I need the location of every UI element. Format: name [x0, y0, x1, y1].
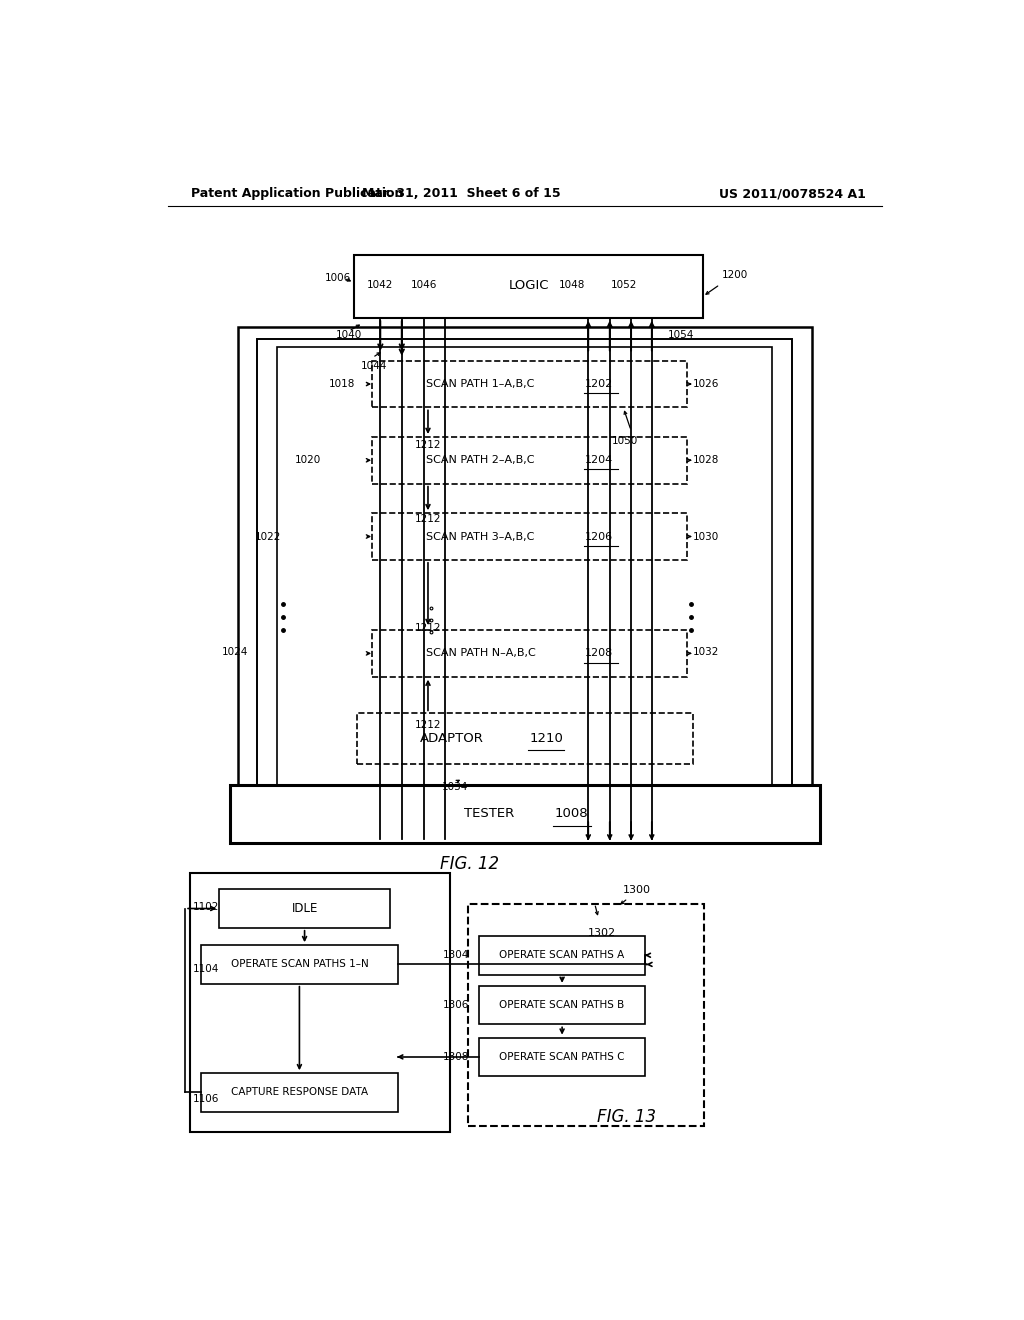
Text: 1050: 1050 — [612, 436, 638, 446]
Text: 1106: 1106 — [194, 1093, 219, 1104]
Text: SCAN PATH 2–A,B,C: SCAN PATH 2–A,B,C — [426, 455, 535, 465]
Bar — [257, 339, 793, 821]
Bar — [189, 873, 451, 1133]
Text: 1204: 1204 — [585, 455, 613, 465]
Text: OPERATE SCAN PATHS C: OPERATE SCAN PATHS C — [500, 1052, 625, 1061]
Text: 1044: 1044 — [360, 360, 387, 371]
Text: 1210: 1210 — [529, 733, 563, 746]
Text: 1212: 1212 — [416, 440, 441, 450]
Text: 1302: 1302 — [588, 928, 616, 939]
Text: 1304: 1304 — [442, 950, 469, 960]
Bar — [238, 327, 812, 832]
Text: 1202: 1202 — [585, 379, 613, 389]
Text: 1052: 1052 — [610, 280, 637, 290]
Text: 1042: 1042 — [368, 280, 393, 290]
Bar — [373, 630, 687, 677]
Text: 1022: 1022 — [255, 532, 282, 541]
Text: SCAN PATH N–A,B,C: SCAN PATH N–A,B,C — [426, 648, 537, 659]
Text: 1018: 1018 — [329, 379, 355, 389]
Text: TESTER: TESTER — [464, 808, 514, 821]
Text: 1048: 1048 — [559, 280, 586, 290]
Text: 1008: 1008 — [555, 808, 589, 821]
Text: 1104: 1104 — [194, 965, 219, 974]
Text: 1212: 1212 — [416, 515, 441, 524]
Text: LOGIC: LOGIC — [509, 279, 549, 292]
Text: SCAN PATH 1–A,B,C: SCAN PATH 1–A,B,C — [426, 379, 535, 389]
Text: 1102: 1102 — [194, 903, 219, 912]
Bar — [229, 784, 820, 843]
Text: 1026: 1026 — [693, 379, 720, 389]
Bar — [479, 936, 645, 974]
Text: 1030: 1030 — [693, 532, 719, 541]
Text: 1034: 1034 — [442, 781, 469, 792]
Text: 1300: 1300 — [623, 886, 650, 895]
Text: 1046: 1046 — [411, 280, 437, 290]
Text: 1006: 1006 — [325, 273, 351, 284]
Bar — [354, 255, 703, 318]
Text: 1212: 1212 — [416, 719, 441, 730]
Bar — [373, 513, 687, 560]
Bar — [201, 945, 397, 983]
Bar — [373, 360, 687, 408]
Bar — [278, 347, 772, 813]
Text: 1054: 1054 — [668, 330, 694, 341]
Text: IDLE: IDLE — [292, 902, 317, 915]
Bar — [201, 1073, 397, 1111]
Text: 1020: 1020 — [295, 455, 321, 465]
Text: OPERATE SCAN PATHS 1–N: OPERATE SCAN PATHS 1–N — [230, 960, 369, 969]
Text: 1206: 1206 — [585, 532, 613, 541]
Text: 1308: 1308 — [442, 1052, 469, 1061]
Bar — [219, 890, 390, 928]
Text: 1028: 1028 — [693, 455, 720, 465]
Text: 1040: 1040 — [336, 330, 362, 341]
Text: SCAN PATH 3–A,B,C: SCAN PATH 3–A,B,C — [426, 532, 535, 541]
Bar — [479, 986, 645, 1024]
Text: 1032: 1032 — [693, 647, 720, 657]
Text: Patent Application Publication: Patent Application Publication — [191, 187, 403, 201]
Text: 1200: 1200 — [722, 271, 748, 280]
Text: OPERATE SCAN PATHS A: OPERATE SCAN PATHS A — [500, 950, 625, 960]
Text: US 2011/0078524 A1: US 2011/0078524 A1 — [719, 187, 866, 201]
Text: CAPTURE RESPONSE DATA: CAPTURE RESPONSE DATA — [230, 1088, 368, 1097]
Bar — [479, 1038, 645, 1076]
Text: OPERATE SCAN PATHS B: OPERATE SCAN PATHS B — [500, 1001, 625, 1010]
Text: FIG. 12: FIG. 12 — [439, 855, 499, 873]
Text: 1212: 1212 — [416, 623, 441, 634]
Bar — [468, 904, 705, 1126]
Text: 1306: 1306 — [442, 1001, 469, 1010]
Text: 1024: 1024 — [221, 647, 248, 657]
Bar — [356, 713, 693, 764]
Bar — [373, 437, 687, 483]
Text: Mar. 31, 2011  Sheet 6 of 15: Mar. 31, 2011 Sheet 6 of 15 — [362, 187, 560, 201]
Text: ADAPTOR: ADAPTOR — [420, 733, 484, 746]
Text: FIG. 13: FIG. 13 — [597, 1107, 656, 1126]
Text: 1208: 1208 — [585, 648, 613, 659]
